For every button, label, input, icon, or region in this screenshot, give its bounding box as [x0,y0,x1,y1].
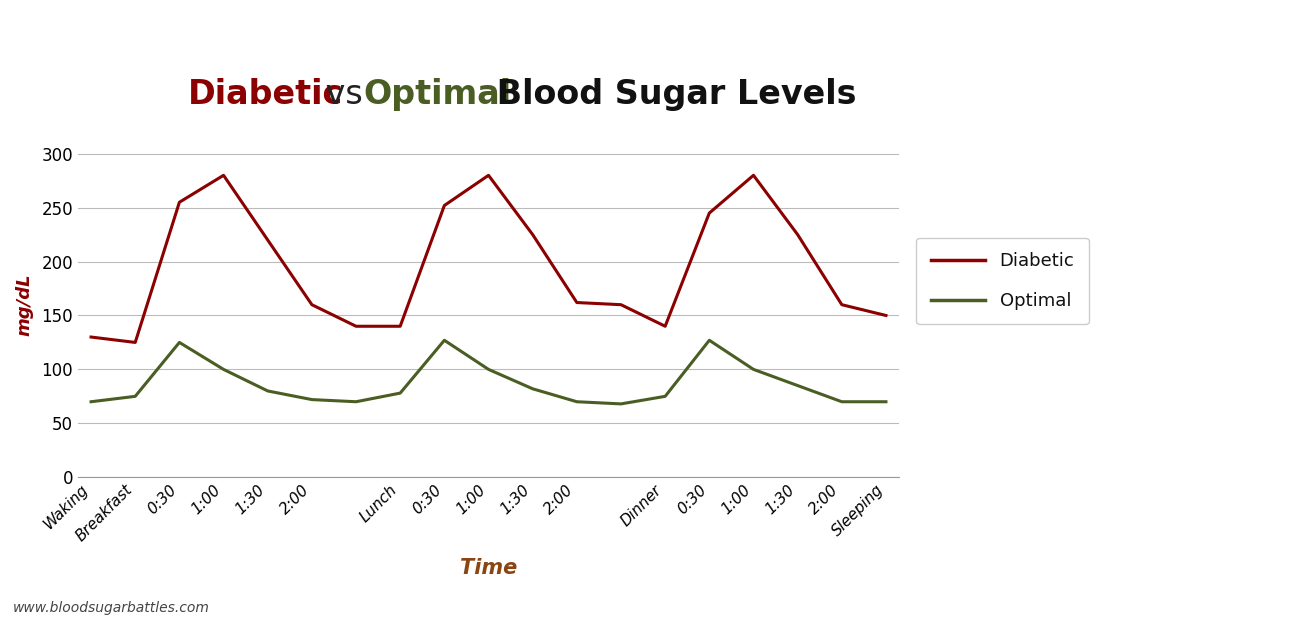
X-axis label: Time: Time [460,558,517,578]
Y-axis label: mg/dL: mg/dL [16,273,34,336]
Legend: Diabetic, Optimal: Diabetic, Optimal [917,238,1089,324]
Text: www.bloodsugarbattles.com: www.bloodsugarbattles.com [13,601,209,615]
Text: vs: vs [315,78,374,111]
Text: Optimal: Optimal [363,78,511,111]
Text: Diabetic: Diabetic [187,78,343,111]
Text: Blood Sugar Levels: Blood Sugar Levels [485,78,856,111]
